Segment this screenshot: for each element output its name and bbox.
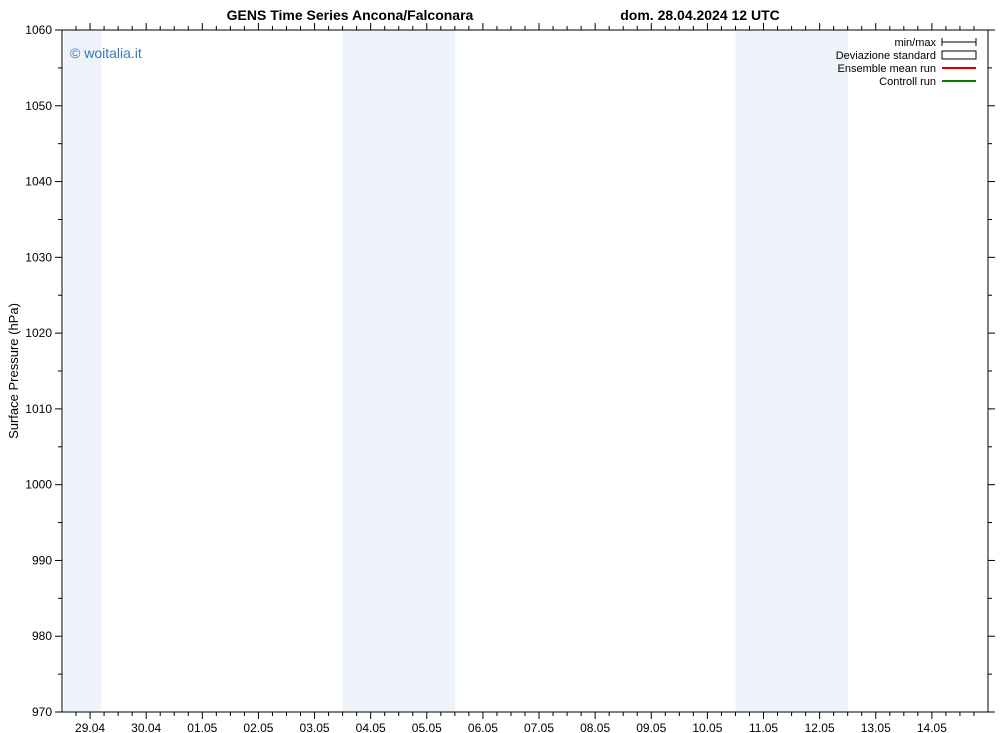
svg-text:GENS Time Series Ancona/Falcon: GENS Time Series Ancona/Falconara — [227, 7, 474, 23]
svg-text:01.05: 01.05 — [187, 721, 217, 733]
svg-text:06.05: 06.05 — [468, 721, 498, 733]
svg-text:04.05: 04.05 — [356, 721, 386, 733]
svg-text:980: 980 — [32, 629, 52, 643]
svg-text:1030: 1030 — [25, 250, 52, 264]
svg-text:07.05: 07.05 — [524, 721, 554, 733]
svg-text:03.05: 03.05 — [300, 721, 330, 733]
svg-text:1010: 1010 — [25, 402, 52, 416]
svg-text:12.05: 12.05 — [805, 721, 835, 733]
svg-text:29.04: 29.04 — [75, 721, 105, 733]
svg-text:1000: 1000 — [25, 478, 52, 492]
svg-text:Surface Pressure (hPa): Surface Pressure (hPa) — [6, 303, 21, 439]
svg-text:10.05: 10.05 — [692, 721, 722, 733]
svg-text:1040: 1040 — [25, 175, 52, 189]
svg-text:05.05: 05.05 — [412, 721, 442, 733]
svg-text:1060: 1060 — [25, 23, 52, 37]
watermark: © woitalia.it — [70, 45, 142, 61]
svg-text:Deviazione standard: Deviazione standard — [836, 50, 936, 62]
svg-text:Controll run: Controll run — [879, 76, 936, 88]
chart-svg: 970 980 990 1000 1010 1020 1030 1040 1050 1060 29.… — [0, 0, 1000, 733]
svg-text:990: 990 — [32, 553, 52, 567]
svg-text:09.05: 09.05 — [636, 721, 666, 733]
svg-text:1020: 1020 — [25, 326, 52, 340]
pressure-chart: 970 980 990 1000 1010 1020 1030 1040 1050 1060 29.… — [0, 0, 1000, 733]
svg-text:min/max: min/max — [894, 37, 936, 49]
svg-text:14.05: 14.05 — [917, 721, 947, 733]
svg-text:08.05: 08.05 — [580, 721, 610, 733]
svg-text:1050: 1050 — [25, 99, 52, 113]
svg-text:Ensemble mean run: Ensemble mean run — [838, 63, 936, 75]
svg-text:30.04: 30.04 — [131, 721, 161, 733]
svg-text:13.05: 13.05 — [861, 721, 891, 733]
svg-text:02.05: 02.05 — [243, 721, 273, 733]
svg-text:970: 970 — [32, 705, 52, 719]
svg-text:dom. 28.04.2024 12 UTC: dom. 28.04.2024 12 UTC — [620, 7, 780, 23]
svg-text:11.05: 11.05 — [749, 721, 778, 733]
